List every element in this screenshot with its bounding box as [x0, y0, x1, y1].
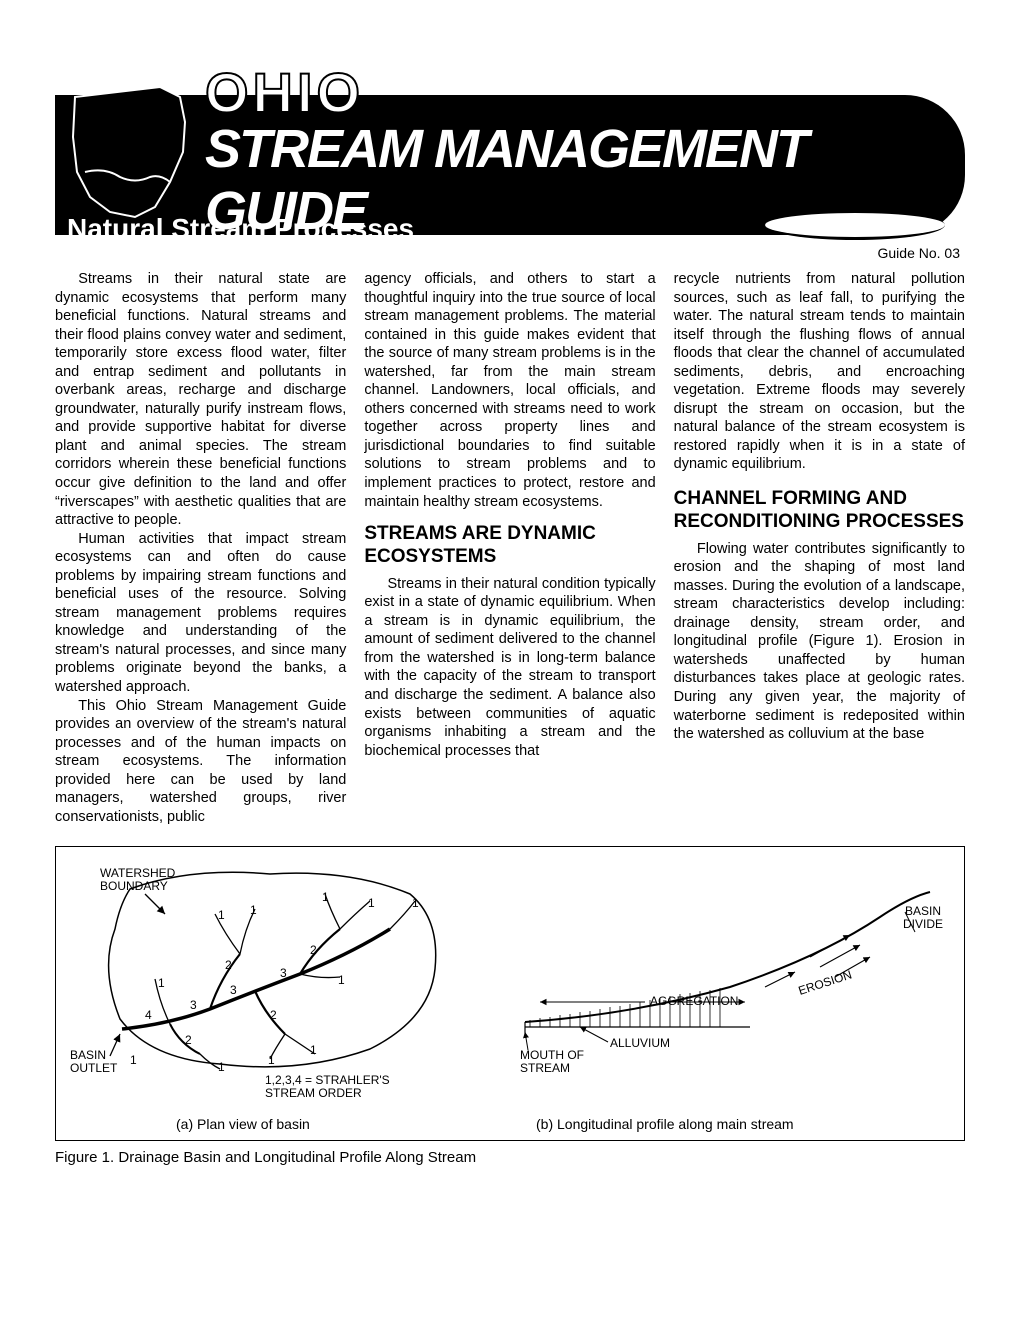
- guide-number: Guide No. 03: [878, 245, 961, 261]
- figure-1: 4 3 3 3 2 2 2 2 1 1 1 1 1 1 1 1 1 1 1 WA…: [55, 846, 965, 1141]
- svg-text:1: 1: [322, 890, 329, 904]
- heading-channel-forming: CHANNEL FORMING AND RECONDITIONING PROCE…: [674, 488, 965, 534]
- column-1: Streams in their natural state are dynam…: [55, 270, 346, 826]
- heading-streams-dynamic: STREAMS ARE DYNAMIC ECOSYSTEMS: [364, 523, 655, 569]
- svg-text:AGGREGATION: AGGREGATION: [650, 994, 738, 1008]
- para-4: agency officials, and others to start a …: [364, 270, 655, 511]
- svg-text:4: 4: [145, 1008, 152, 1022]
- body-columns: Streams in their natural state are dynam…: [55, 270, 965, 826]
- header-banner: OHIO STREAM MANAGEMENT GUIDE Natural Str…: [55, 50, 965, 250]
- svg-text:1: 1: [310, 1043, 317, 1057]
- svg-text:1: 1: [338, 973, 345, 987]
- svg-text:EROSION: EROSION: [797, 968, 854, 998]
- svg-text:1: 1: [130, 1053, 137, 1067]
- column-2: agency officials, and others to start a …: [364, 270, 655, 826]
- svg-text:3: 3: [230, 983, 237, 997]
- svg-text:MOUTH OF: MOUTH OF: [520, 1048, 584, 1062]
- svg-text:STREAM: STREAM: [520, 1061, 570, 1075]
- svg-text:STREAM ORDER: STREAM ORDER: [265, 1086, 362, 1100]
- svg-text:BASIN: BASIN: [905, 904, 941, 918]
- para-2: Human activities that impact stream ecos…: [55, 530, 346, 697]
- svg-text:2: 2: [185, 1033, 192, 1047]
- svg-text:OUTLET: OUTLET: [70, 1061, 118, 1075]
- svg-text:2: 2: [310, 943, 317, 957]
- ohio-wordmark: OHIO: [205, 60, 364, 125]
- svg-text:1: 1: [158, 976, 165, 990]
- svg-text:1: 1: [218, 908, 225, 922]
- para-6: recycle nutrients from natural pollution…: [674, 270, 965, 474]
- svg-text:WATERSHED: WATERSHED: [100, 866, 176, 880]
- svg-text:2: 2: [225, 958, 232, 972]
- svg-text:1: 1: [412, 896, 419, 910]
- para-7: Flowing water contributes significantly …: [674, 540, 965, 744]
- svg-text:1: 1: [250, 903, 257, 917]
- svg-text:1: 1: [218, 1060, 225, 1074]
- svg-text:2: 2: [270, 1008, 277, 1022]
- para-5: Streams in their natural condition typic…: [364, 575, 655, 760]
- figure-panel-a: 4 3 3 3 2 2 2 2 1 1 1 1 1 1 1 1 1 1 1 WA…: [70, 859, 470, 1109]
- para-3: This Ohio Stream Management Guide provid…: [55, 697, 346, 827]
- svg-text:3: 3: [280, 966, 287, 980]
- svg-text:1: 1: [368, 896, 375, 910]
- svg-text:1: 1: [268, 1053, 275, 1067]
- svg-text:3: 3: [190, 998, 197, 1012]
- svg-text:BASIN: BASIN: [70, 1048, 106, 1062]
- panel-a-caption: (a) Plan view of basin: [176, 1116, 310, 1132]
- figure-panel-b: BASIN DIVIDE EROSION AGGREGATION ALLUVIU…: [510, 887, 950, 1097]
- svg-text:BOUNDARY: BOUNDARY: [100, 879, 168, 893]
- panel-b-caption: (b) Longitudinal profile along main stre…: [536, 1116, 794, 1132]
- para-1: Streams in their natural state are dynam…: [55, 270, 346, 530]
- figure-caption: Figure 1. Drainage Basin and Longitudina…: [55, 1149, 965, 1166]
- svg-text:1,2,3,4 = STRAHLER'S: 1,2,3,4 = STRAHLER'S: [265, 1073, 390, 1087]
- column-3: recycle nutrients from natural pollution…: [674, 270, 965, 826]
- subtitle: Natural Stream Processes: [67, 213, 414, 245]
- svg-text:ALLUVIUM: ALLUVIUM: [610, 1036, 670, 1050]
- ohio-state-icon: [65, 82, 195, 222]
- swoosh-icon: [765, 210, 945, 240]
